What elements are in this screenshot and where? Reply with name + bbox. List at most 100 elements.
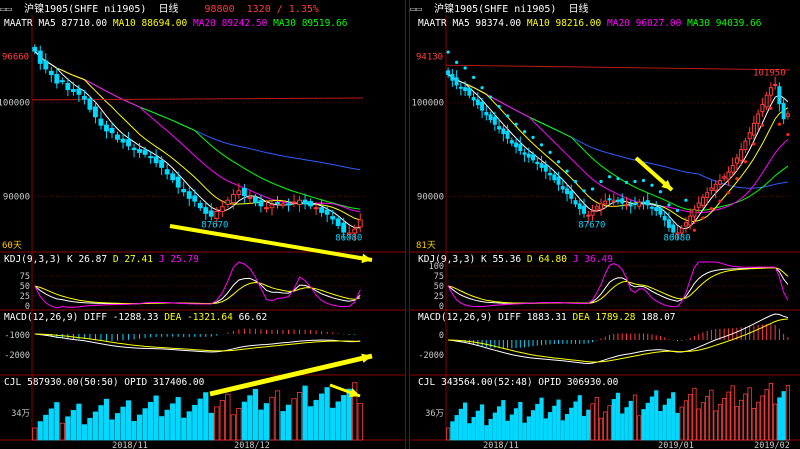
candle-body	[756, 113, 761, 124]
volume-bar	[480, 404, 485, 441]
volume-bar	[662, 404, 667, 441]
kdj-legend-1: K 55.36	[481, 254, 521, 265]
period-label[interactable]: 日线	[158, 4, 179, 15]
sar-dot	[590, 187, 595, 191]
x-tick-2018/12: 2018/12	[234, 441, 270, 449]
volume-bar	[463, 402, 468, 441]
candle-body	[743, 140, 748, 151]
volume-bar	[192, 404, 198, 441]
candle-body	[565, 188, 570, 195]
candle-body	[59, 80, 65, 83]
candle-body	[159, 159, 165, 168]
volume-bar	[513, 408, 519, 441]
candle-body	[357, 219, 363, 228]
candle-body	[335, 218, 341, 226]
right-chart-svg[interactable]: 100000 90000 94130 101950 87670 86080 81天 MAATR…	[410, 0, 800, 449]
sar-dot	[472, 75, 476, 79]
volume-bar	[781, 391, 786, 441]
volume-bar	[713, 410, 718, 441]
volume-bar	[142, 408, 148, 441]
sar-dot	[522, 130, 527, 134]
candle-body	[484, 112, 489, 116]
sar-dot	[480, 86, 484, 90]
volume-bar	[569, 407, 574, 441]
candle-body	[518, 143, 523, 151]
volume-bar	[258, 409, 264, 441]
vol-tick: 34万	[11, 409, 30, 419]
period-label[interactable]: 日线	[568, 4, 589, 15]
candle-body	[599, 203, 603, 210]
candle-body	[252, 196, 258, 204]
candle-body	[624, 204, 629, 207]
volume-bar	[92, 411, 99, 441]
cjl-legend-2: OPID 306930.00	[538, 377, 618, 388]
sar-dot	[548, 150, 552, 154]
candle-body	[76, 88, 82, 95]
low-price-label: 87670	[578, 220, 605, 230]
sar-dot	[565, 169, 569, 173]
sar-dot	[692, 228, 697, 232]
candle-body	[696, 202, 701, 208]
kdj-K-line	[447, 267, 789, 304]
candle-body	[98, 118, 104, 126]
sar-dot	[446, 50, 450, 54]
volume-bar	[357, 402, 363, 441]
sar-dot	[752, 142, 756, 146]
candle-body	[539, 163, 544, 168]
top-price-label: 94130	[416, 53, 443, 63]
candle-body	[501, 128, 506, 135]
candle-body	[705, 192, 710, 198]
bars-count-label: 60天	[2, 241, 22, 251]
volume-bar	[590, 403, 595, 441]
left-title-bar: ▭▭ 沪镍1905(SHFE ni1905) 日线 98800 1320 / 1…	[0, 0, 405, 15]
left-chart-panel[interactable]: ▭▭ 沪镍1905(SHFE ni1905) 日线 98800 1320 / 1…	[0, 0, 405, 449]
candle-body	[170, 173, 176, 181]
macd-tick--2000: -2000	[418, 351, 444, 361]
volume-bar	[81, 424, 88, 441]
candle-body	[475, 99, 480, 106]
volume-bar	[637, 415, 642, 441]
candle-body	[641, 201, 646, 204]
window-icon[interactable]: ▭▭	[0, 4, 13, 15]
volume-bar	[530, 410, 536, 441]
volume-bar	[471, 416, 476, 441]
volume-bar	[671, 392, 676, 441]
left-chart-svg[interactable]: 100000 90000 96660 87670 86080 60天 MAATR MA5 87…	[0, 0, 405, 449]
volume-bar	[709, 389, 714, 441]
sar-dot	[650, 183, 654, 187]
candle-body	[142, 149, 148, 155]
volume-bar	[611, 399, 616, 441]
volume-bar	[522, 422, 527, 441]
candle-body	[241, 187, 247, 196]
volume-bar	[488, 418, 493, 441]
window-icon[interactable]: ▭▭	[410, 4, 423, 15]
candle-body	[148, 156, 154, 159]
candle-body	[236, 190, 242, 196]
volume-bar	[598, 417, 604, 441]
volume-bar	[43, 414, 49, 441]
volume-bar	[241, 401, 247, 441]
candle-body	[219, 206, 225, 212]
volume-bar	[679, 406, 684, 441]
contract-title: 沪镍1905(SHFE ni1905)	[24, 4, 147, 15]
candle-body	[488, 114, 493, 121]
ma-legend-0: MAATR	[418, 18, 447, 29]
candle-body	[620, 198, 625, 204]
trend-arrow-head	[349, 388, 360, 398]
volume-bar	[341, 395, 347, 441]
macd-legend-3: 188.07	[641, 312, 675, 323]
macd-tick--1000: -1000	[4, 331, 30, 341]
volume-bar	[581, 415, 587, 441]
candle-body	[692, 209, 697, 217]
volume-bar	[352, 382, 358, 441]
sar-dot	[684, 198, 688, 202]
right-chart-panel[interactable]: ▭▭ 沪镍1905(SHFE ni1905) 日线 100000 90000 941…	[410, 0, 800, 449]
volume-bar	[739, 399, 744, 441]
volume-bar	[48, 408, 54, 441]
trend-arrow-shaft	[169, 224, 373, 262]
x-tick-2018/11: 2018/11	[483, 441, 519, 449]
candle-body	[115, 134, 120, 140]
candle-body	[543, 164, 548, 172]
candle-body	[450, 74, 455, 81]
candle-body	[214, 210, 220, 219]
